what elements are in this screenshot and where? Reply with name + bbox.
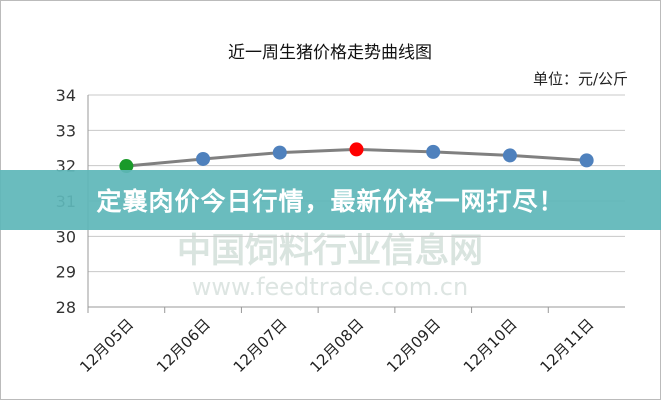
y-tick-label: 34 (56, 86, 76, 105)
y-tick-label: 33 (56, 121, 76, 140)
banner-text: 定襄肉价今日行情，最新价格一网打尽！ (96, 187, 565, 216)
watermark-url: www.feedtrade.com.cn (192, 273, 468, 301)
x-tick-label: 12月06日 (153, 315, 214, 376)
x-tick-label: 12月10日 (460, 315, 521, 376)
unit-label: 单位：元/公斤 (533, 70, 628, 88)
y-tick-label: 29 (56, 263, 76, 282)
x-tick-label: 12月09日 (383, 315, 444, 376)
data-point (119, 159, 134, 174)
data-point (579, 153, 594, 168)
data-point (349, 142, 364, 157)
data-point (502, 148, 517, 163)
x-tick-label: 12月05日 (76, 315, 137, 376)
headline-banner: 定襄肉价今日行情，最新价格一网打尽！ (0, 170, 661, 230)
data-point (272, 145, 287, 160)
x-tick-label: 12月07日 (230, 315, 291, 376)
y-tick-label: 28 (56, 298, 76, 317)
chart-title: 近一周生猪价格走势曲线图 (228, 43, 432, 63)
data-point (426, 144, 441, 159)
x-tick-label: 12月11日 (537, 315, 598, 376)
watermark-text: 中国饲料行业信息网 (177, 231, 483, 271)
data-point (196, 151, 211, 166)
x-tick-label: 12月08日 (306, 315, 367, 376)
y-tick-label: 30 (56, 227, 76, 246)
